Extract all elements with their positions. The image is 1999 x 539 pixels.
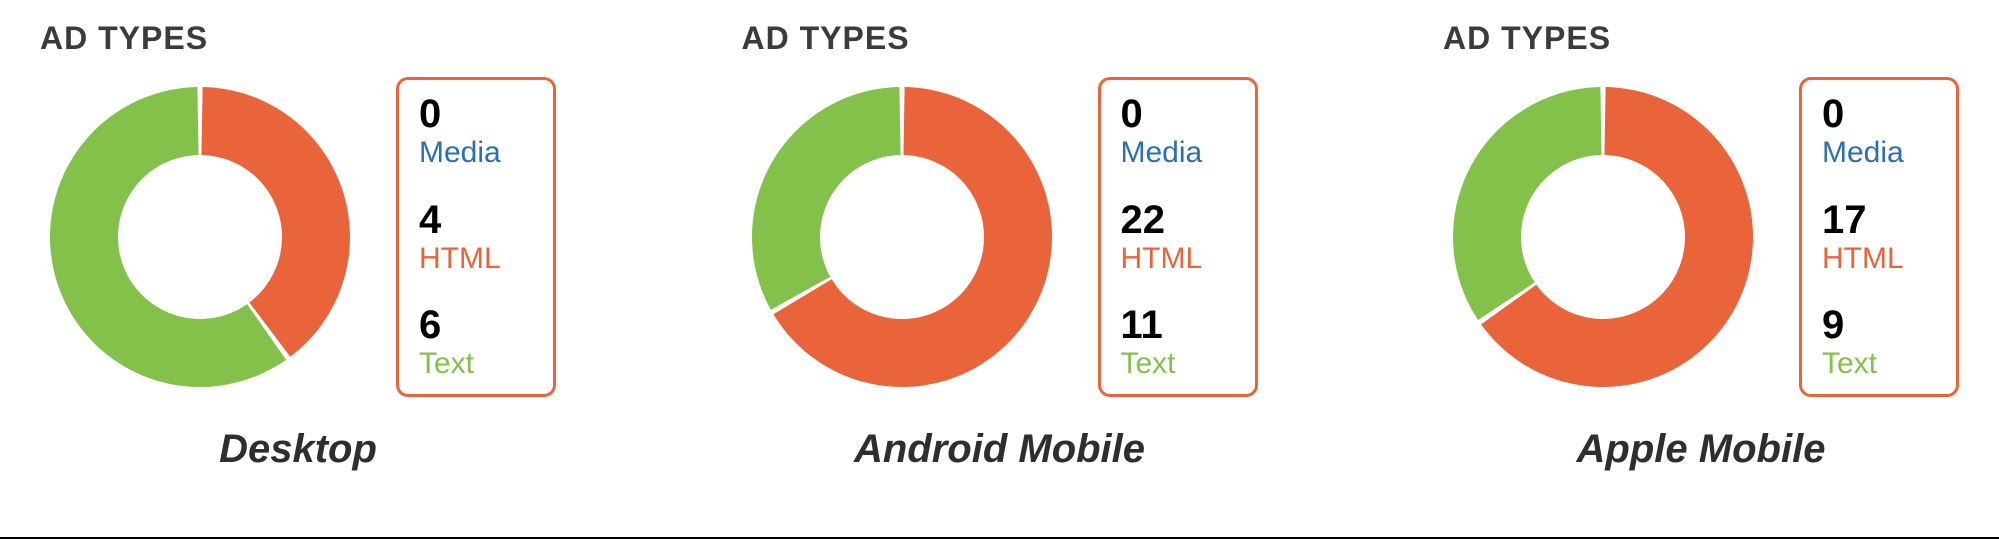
panel-caption: Apple Mobile bbox=[1577, 427, 1826, 472]
legend-label: Media bbox=[1121, 136, 1235, 169]
legend-value: 22 bbox=[1121, 200, 1235, 240]
legend-value: 17 bbox=[1822, 200, 1936, 240]
legend-item-text: 6 Text bbox=[419, 305, 533, 380]
legend-label: Media bbox=[1822, 136, 1936, 169]
donut-slice-text bbox=[1453, 87, 1602, 320]
legend-value: 9 bbox=[1822, 305, 1936, 345]
legend-label: Text bbox=[419, 347, 533, 380]
legend-label: HTML bbox=[419, 242, 533, 275]
donut-chart bbox=[742, 77, 1062, 397]
legend-box: 0 Media 22 HTML 11 Text bbox=[1098, 77, 1258, 397]
donut-slice-text bbox=[752, 87, 901, 310]
legend-item-media: 0 Media bbox=[1121, 94, 1235, 169]
panel-caption: Android Mobile bbox=[854, 427, 1145, 472]
legend-item-html: 22 HTML bbox=[1121, 200, 1235, 275]
legend-box: 0 Media 4 HTML 6 Text bbox=[396, 77, 556, 397]
legend-item-media: 0 Media bbox=[1822, 94, 1936, 169]
legend-label: HTML bbox=[1822, 242, 1936, 275]
panel-body: 0 Media 17 HTML 9 Text bbox=[1443, 77, 1959, 397]
panel-caption: Desktop bbox=[219, 427, 377, 472]
legend-value: 11 bbox=[1121, 305, 1235, 345]
legend-value: 0 bbox=[1121, 94, 1235, 134]
legend-value: 0 bbox=[419, 94, 533, 134]
panel-body: 0 Media 4 HTML 6 Text bbox=[40, 77, 556, 397]
legend-item-media: 0 Media bbox=[419, 94, 533, 169]
panel-desktop: AD TYPES 0 Media 4 HTML 6 Text Desktop bbox=[40, 20, 556, 472]
panel-title: AD TYPES bbox=[40, 20, 208, 57]
legend-item-html: 4 HTML bbox=[419, 200, 533, 275]
legend-box: 0 Media 17 HTML 9 Text bbox=[1799, 77, 1959, 397]
legend-label: Text bbox=[1822, 347, 1936, 380]
legend-value: 4 bbox=[419, 200, 533, 240]
legend-value: 0 bbox=[1822, 94, 1936, 134]
legend-label: Media bbox=[419, 136, 533, 169]
legend-item-text: 9 Text bbox=[1822, 305, 1936, 380]
panel-title: AD TYPES bbox=[1443, 20, 1611, 57]
ad-types-dashboard: AD TYPES 0 Media 4 HTML 6 Text Desktop bbox=[0, 0, 1999, 539]
panel-title: AD TYPES bbox=[742, 20, 910, 57]
legend-label: Text bbox=[1121, 347, 1235, 380]
donut-chart bbox=[40, 77, 360, 397]
panel-apple: AD TYPES 0 Media 17 HTML 9 Text Apple Mo… bbox=[1443, 20, 1959, 472]
legend-item-html: 17 HTML bbox=[1822, 200, 1936, 275]
panel-body: 0 Media 22 HTML 11 Text bbox=[742, 77, 1258, 397]
legend-value: 6 bbox=[419, 305, 533, 345]
panel-android: AD TYPES 0 Media 22 HTML 11 Text Android… bbox=[742, 20, 1258, 472]
legend-item-text: 11 Text bbox=[1121, 305, 1235, 380]
donut-chart bbox=[1443, 77, 1763, 397]
legend-label: HTML bbox=[1121, 242, 1235, 275]
